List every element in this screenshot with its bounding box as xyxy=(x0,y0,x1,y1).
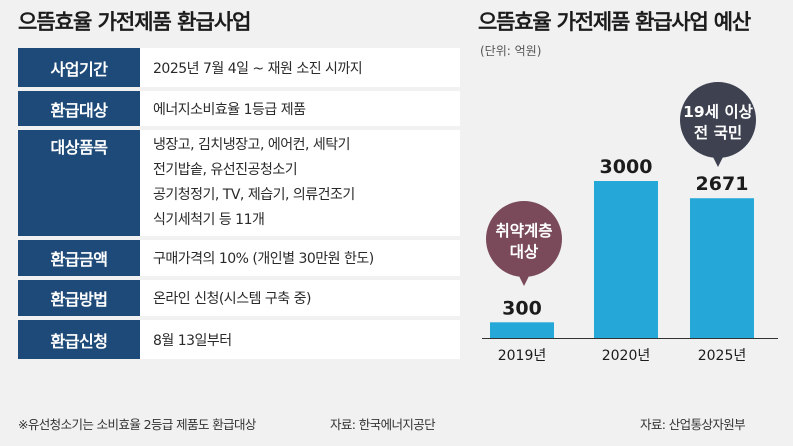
annotation-text: 대상 xyxy=(510,243,539,261)
row-value: 냉장고, 김치냉장고, 에어컨, 세탁기 전기밥솥, 유선진공청소기 공기청정기… xyxy=(140,130,460,236)
bar xyxy=(594,181,658,338)
chart-unit: (단위: 억원) xyxy=(480,44,542,58)
row-period: 사업기간 2025년 7월 4일 ~ 재원 소진 시까지 xyxy=(18,48,460,87)
footnote: ※유선청소기는 소비효율 2등급 제품도 환급대상 xyxy=(18,417,256,432)
row-value: 2025년 7월 4일 ~ 재원 소진 시까지 xyxy=(140,48,460,87)
annotation-pointer xyxy=(712,155,724,167)
row-label: 사업기간 xyxy=(18,48,140,87)
row-amount: 환급금액 구매가격의 10% (개인별 30만원 한도) xyxy=(18,240,460,276)
category-label: 2025년 xyxy=(698,348,747,364)
annotation-text: 취약계층 xyxy=(495,221,552,240)
row-value: 구매가격의 10% (개인별 30만원 한도) xyxy=(140,240,460,276)
row-method: 환급방법 온라인 신청(시스템 구축 중) xyxy=(18,280,460,316)
table-title: 으뜸효율 가전제품 환급사업 xyxy=(18,10,251,34)
row-label: 대상품목 xyxy=(18,130,140,236)
row-label: 환급방법 xyxy=(18,280,140,316)
row-items: 대상품목 냉장고, 김치냉장고, 에어컨, 세탁기 전기밥솥, 유선진공청소기 … xyxy=(18,130,460,236)
row-target: 환급대상 에너지소비효율 1등급 제품 xyxy=(18,91,460,126)
annotation-pointer xyxy=(518,274,530,286)
annotation-bubble xyxy=(486,201,562,277)
annotation-bubble xyxy=(680,82,756,158)
value-label: 3000 xyxy=(600,156,653,178)
row-label: 환급신청 xyxy=(18,320,140,359)
row-apply: 환급신청 8월 13일부터 xyxy=(18,320,460,359)
row-label: 환급대상 xyxy=(18,91,140,126)
category-label: 2020년 xyxy=(602,348,651,364)
row-label: 환급금액 xyxy=(18,240,140,276)
chart-title: 으뜸효율 가전제품 환급사업 예산 xyxy=(478,10,751,34)
annotation-text: 19세 이상 xyxy=(683,103,753,121)
source-left: 자료: 한국에너지공단 xyxy=(330,417,436,432)
row-value: 8월 13일부터 xyxy=(140,320,460,359)
row-value: 에너지소비효율 1등급 제품 xyxy=(140,91,460,126)
annotation-text: 전 국민 xyxy=(694,124,742,142)
source-right: 자료: 산업통상자원부 xyxy=(640,417,746,432)
value-label: 2671 xyxy=(696,173,749,195)
row-value: 온라인 신청(시스템 구축 중) xyxy=(140,280,460,316)
category-label: 2019년 xyxy=(498,348,547,364)
bar xyxy=(690,198,754,338)
bar xyxy=(490,322,554,338)
info-table: 사업기간 2025년 7월 4일 ~ 재원 소진 시까지 환급대상 에너지소비효… xyxy=(18,48,460,363)
value-label: 300 xyxy=(502,297,542,319)
